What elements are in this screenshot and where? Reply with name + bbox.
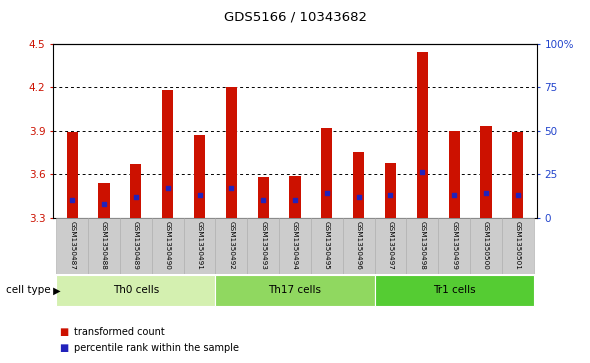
Bar xyxy=(194,135,205,218)
Point xyxy=(258,197,268,203)
Bar xyxy=(343,218,375,274)
Bar xyxy=(279,218,311,274)
Text: GSM1350497: GSM1350497 xyxy=(388,221,394,270)
Point xyxy=(99,201,109,207)
Point xyxy=(227,185,236,191)
Point xyxy=(481,191,491,196)
Point xyxy=(163,185,172,191)
Point xyxy=(131,194,140,200)
Bar xyxy=(56,275,215,306)
Bar xyxy=(162,90,173,218)
Text: cell type: cell type xyxy=(5,285,50,295)
Text: GSM1350491: GSM1350491 xyxy=(196,221,202,270)
Bar xyxy=(311,218,343,274)
Text: ▶: ▶ xyxy=(50,285,61,295)
Text: GSM1350492: GSM1350492 xyxy=(228,221,234,270)
Bar xyxy=(226,87,237,218)
Text: GSM1350498: GSM1350498 xyxy=(419,221,425,270)
Text: GSM1350500: GSM1350500 xyxy=(483,221,489,270)
Text: GSM1350493: GSM1350493 xyxy=(260,221,266,270)
Bar xyxy=(56,218,88,274)
Point xyxy=(67,197,77,203)
Bar xyxy=(88,218,120,274)
Bar xyxy=(67,132,78,218)
Text: Th17 cells: Th17 cells xyxy=(268,285,322,295)
Point xyxy=(450,192,459,198)
Bar xyxy=(480,126,491,218)
Text: GSM1350487: GSM1350487 xyxy=(69,221,75,270)
Bar xyxy=(247,218,279,274)
Bar xyxy=(512,132,523,218)
Text: GSM1350501: GSM1350501 xyxy=(515,221,521,270)
Text: transformed count: transformed count xyxy=(74,327,165,337)
Bar xyxy=(130,164,142,218)
Text: GSM1350488: GSM1350488 xyxy=(101,221,107,270)
Bar xyxy=(375,218,407,274)
Text: GSM1350495: GSM1350495 xyxy=(324,221,330,270)
Point xyxy=(195,192,204,198)
Text: ■: ■ xyxy=(59,343,68,354)
Text: GSM1350489: GSM1350489 xyxy=(133,221,139,270)
Bar xyxy=(417,52,428,218)
Text: GSM1350499: GSM1350499 xyxy=(451,221,457,270)
Text: Tr1 cells: Tr1 cells xyxy=(433,285,476,295)
Bar xyxy=(470,218,502,274)
Bar xyxy=(407,218,438,274)
Bar xyxy=(290,176,300,218)
Bar xyxy=(375,275,534,306)
Bar xyxy=(385,163,396,218)
Point xyxy=(386,192,395,198)
Bar xyxy=(438,218,470,274)
Text: GSM1350494: GSM1350494 xyxy=(292,221,298,270)
Point xyxy=(290,197,300,203)
Bar xyxy=(183,218,215,274)
Bar xyxy=(215,275,375,306)
Point xyxy=(322,191,332,196)
Bar xyxy=(258,177,268,218)
Text: GSM1350496: GSM1350496 xyxy=(356,221,362,270)
Text: GDS5166 / 10343682: GDS5166 / 10343682 xyxy=(224,11,366,24)
Bar xyxy=(99,183,110,218)
Bar xyxy=(322,128,332,218)
Text: Th0 cells: Th0 cells xyxy=(113,285,159,295)
Point xyxy=(354,194,363,200)
Text: percentile rank within the sample: percentile rank within the sample xyxy=(74,343,239,354)
Bar xyxy=(120,218,152,274)
Point xyxy=(513,192,523,198)
Point xyxy=(418,170,427,175)
Bar xyxy=(448,131,460,218)
Text: GSM1350490: GSM1350490 xyxy=(165,221,171,270)
Bar xyxy=(215,218,247,274)
Bar xyxy=(502,218,534,274)
Bar xyxy=(152,218,183,274)
Text: ■: ■ xyxy=(59,327,68,337)
Bar xyxy=(353,152,364,218)
